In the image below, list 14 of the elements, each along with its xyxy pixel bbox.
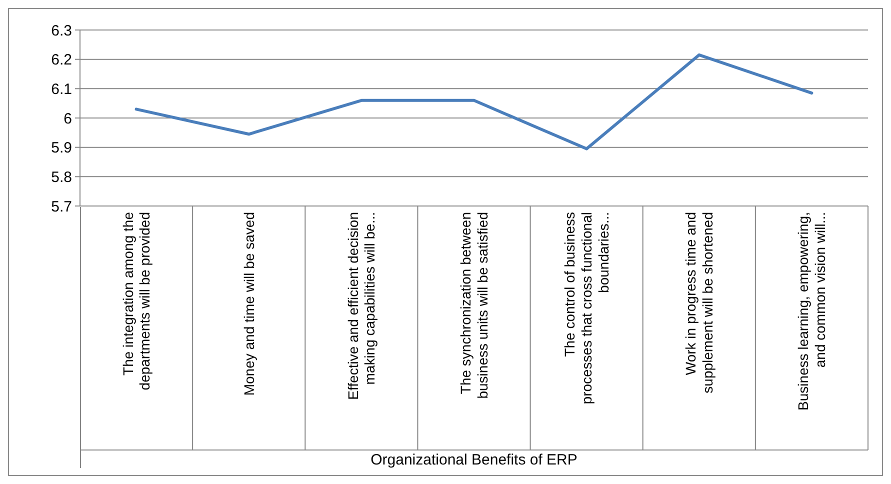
x-axis-title: Organizational Benefits of ERP <box>370 451 578 468</box>
x-tick-label: Money and time will be saved <box>240 212 257 396</box>
line-series <box>134 53 814 150</box>
x-tick-label: Business learning, empowering, and common vision will... <box>795 212 828 410</box>
x-tick-label: The integration among the departments will be provided <box>120 212 153 390</box>
y-tick-label: 5.8 <box>51 168 72 186</box>
y-tick-label: 6.3 <box>51 22 72 40</box>
y-tick-label: 6.2 <box>51 52 72 69</box>
y-tick-label: 5.9 <box>51 140 72 157</box>
x-tick-label: The control of business processes that cross functional boundaries... <box>562 212 612 404</box>
x-tick-label: Effective and efficient decision making capabilities will be... <box>344 212 378 400</box>
y-tick-label: 6.1 <box>51 80 72 98</box>
y-tick-label: 6 <box>64 110 72 128</box>
y-tick-label: 5.7 <box>51 198 72 216</box>
